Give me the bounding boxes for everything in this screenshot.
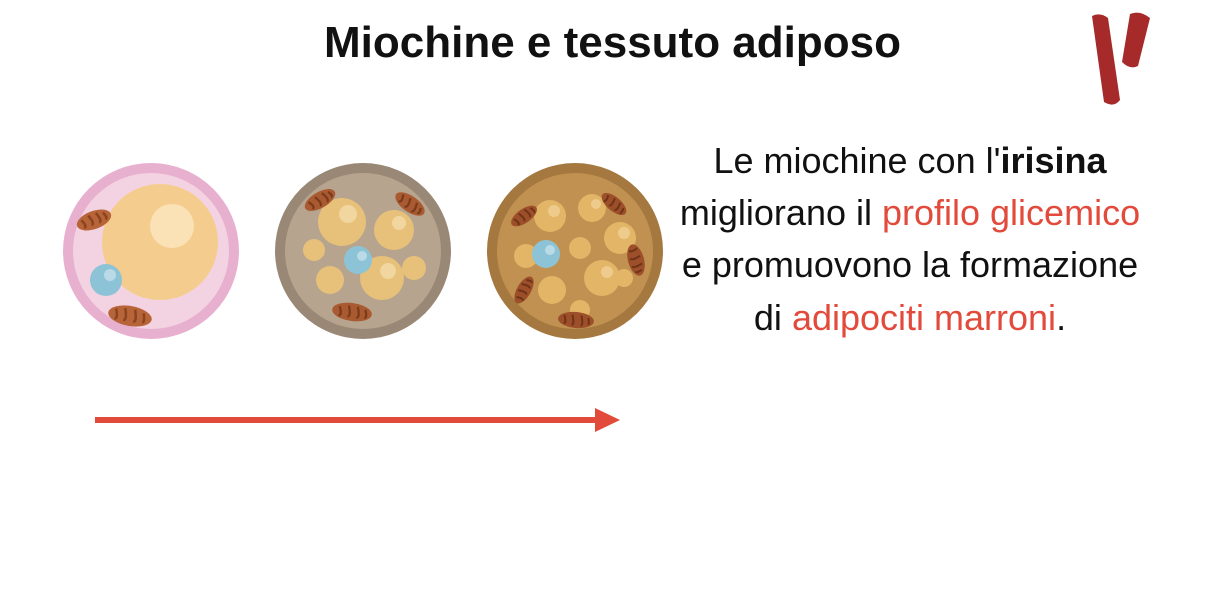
brown-adipocyte-icon [484, 160, 666, 342]
arrow-right-icon [90, 400, 630, 440]
desc-bold1: irisina [1000, 140, 1106, 181]
cell-white-adipocyte [60, 160, 242, 347]
desc-hl2: adipociti marroni [792, 297, 1056, 338]
description-text: Le miochine con l'irisina migliorano il … [665, 135, 1155, 344]
desc-p2: migliorano il [680, 192, 882, 233]
cell-diagram-row [60, 160, 666, 347]
title-text: Miochine e tessuto adiposo [324, 18, 901, 67]
cell-brown-adipocyte [484, 160, 666, 347]
desc-hl1: profilo glicemico [882, 192, 1140, 233]
cell-beige-adipocyte [272, 160, 454, 347]
logo-mark-icon [1070, 8, 1165, 118]
beige-adipocyte-icon [272, 160, 454, 342]
desc-p1: Le miochine con l' [713, 140, 1000, 181]
slide-title: Miochine e tessuto adiposo [0, 18, 1225, 68]
progression-arrow [90, 400, 630, 445]
white-adipocyte-icon [60, 160, 242, 342]
brand-logo [1070, 8, 1165, 123]
desc-p4: . [1056, 297, 1066, 338]
